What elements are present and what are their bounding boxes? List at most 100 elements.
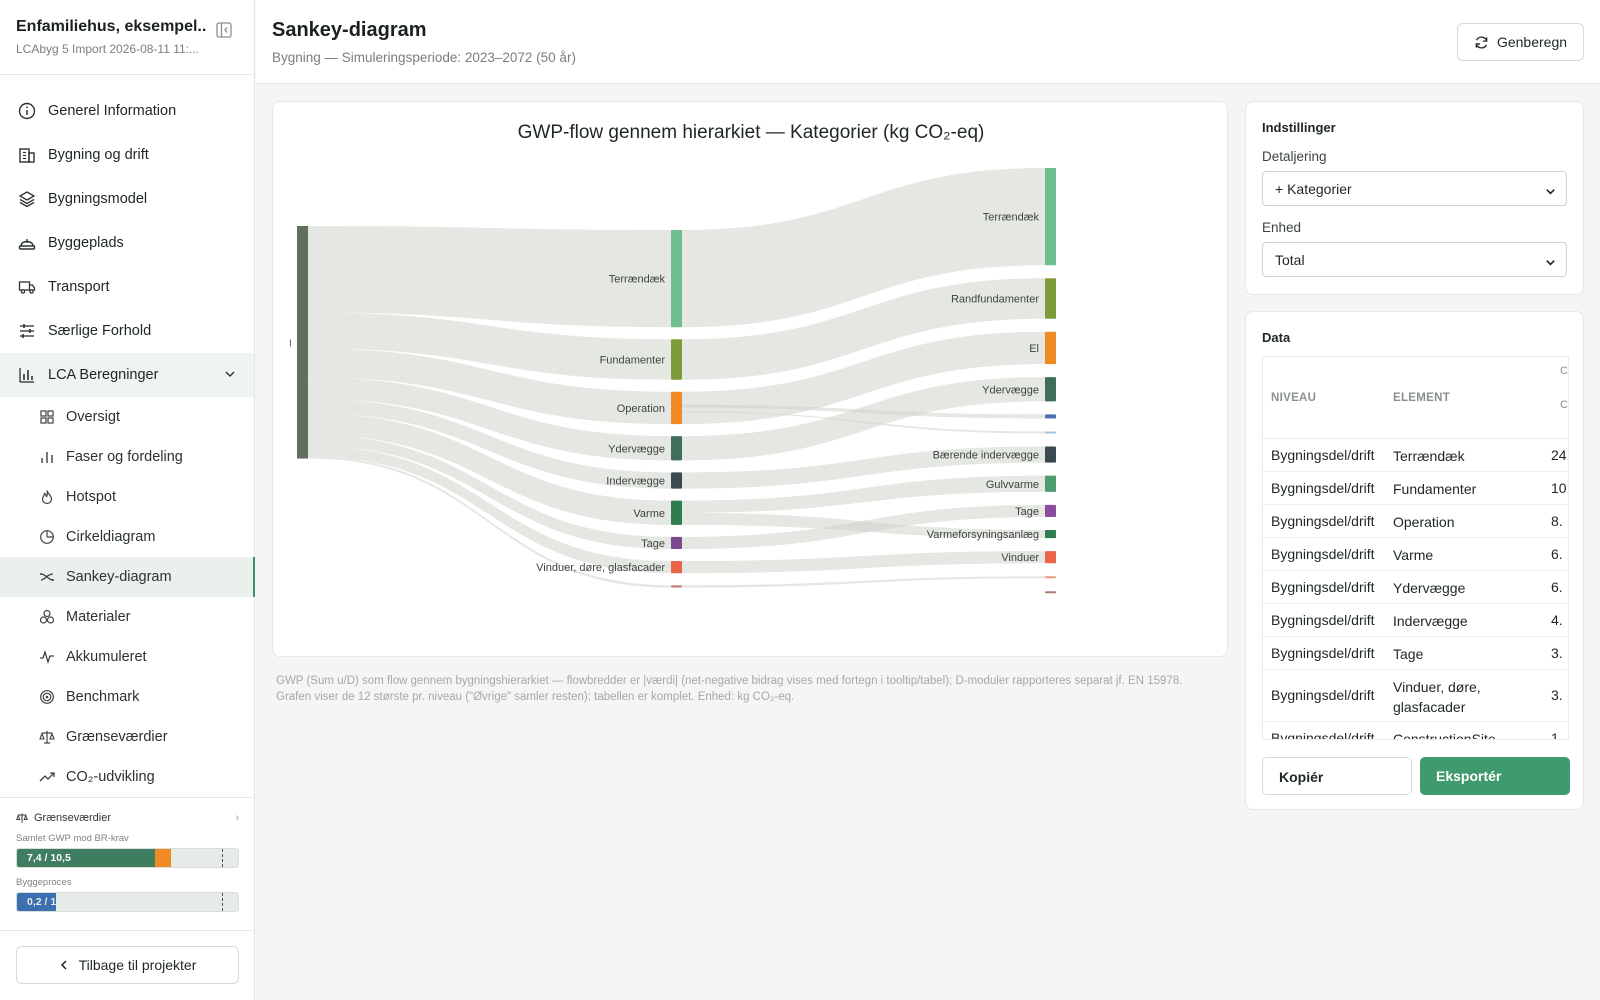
data-table[interactable]: NIVEAU ELEMENT C C Bygningsdel/drift Terr… [1262,356,1569,740]
cell-element: ConstructionSite [1393,731,1496,740]
table-row[interactable]: Bygningsdel/drift Ydervægge 6. [1263,571,1568,604]
limit-value: 0,2 / 1,5 [27,896,65,908]
sankey-node-label: Bærende indervægge [933,450,1039,462]
sankey-node-label: Terrændæk [609,274,666,286]
project-title: Enfamiliehus, eksempel... [16,18,206,35]
data-title: Data [1262,330,1291,345]
recalculate-button[interactable]: Genberegn [1457,23,1584,61]
sankey-node-label: Operation [617,403,665,415]
truck-icon [16,276,38,298]
unit-label: Enhed [1262,220,1302,235]
nav-label: Bygning og drift [48,147,149,163]
settings-title: Indstillinger [1262,120,1336,135]
cell-level: Bygningsdel/drift [1271,730,1375,740]
chevron-down-icon [224,368,236,384]
collapse-sidebar-icon[interactable] [216,22,232,38]
hardhat-icon [16,232,38,254]
column-header-niveau[interactable]: NIVEAU [1271,392,1317,404]
nav-item-bygning-og-drift[interactable]: Bygning og drift [0,133,254,177]
cell-value: 6. [1551,579,1563,595]
sub-item-oversigt[interactable]: Oversigt [0,397,254,437]
cell-element: Operation [1393,514,1455,530]
cell-element: Varme [1393,547,1434,563]
nav-label: Transport [48,279,110,295]
sankey-link [308,456,671,588]
limits-header[interactable]: Grænseværdier › [16,812,239,824]
cell-value: 4. [1551,612,1563,628]
detail-label: Detaljering [1262,149,1327,164]
sub-item-faser-og-fordeling[interactable]: Faser og fordeling [0,437,254,477]
sidebar: Enfamiliehus, eksempel... LCAbyg 5 Impor… [0,0,255,1000]
cell-level: Bygningsdel/drift [1271,447,1375,463]
grid-icon [38,408,56,426]
table-row[interactable]: Bygningsdel/drift Terrændæk 24. [1263,439,1568,472]
table-row[interactable]: Bygningsdel/drift Fundamenter 10. [1263,472,1568,505]
limit-bar-byggeproces: 0,2 / 1,5 [16,892,239,912]
table-row[interactable]: Bygningsdel/drift Indervægge 4. [1263,604,1568,637]
sliders-icon [16,320,38,342]
sankey-node [1045,504,1056,517]
copy-button[interactable]: Kopiér [1262,757,1412,795]
sankey-node-label: Indervægge [606,476,665,488]
sankey-node [671,391,682,425]
sankey-node-label: Fundamenter [600,354,666,366]
table-row[interactable]: Bygningsdel/drift Vinduer, døre, glasfaca… [1263,670,1568,722]
sankey-node-label: Ydervægge [982,384,1039,396]
column-header-element[interactable]: ELEMENT [1393,392,1451,404]
sankey-link [308,348,671,425]
sankey-link [682,168,1045,328]
table-row[interactable]: Bygningsdel/drift ConstructionSite 1. [1263,722,1568,740]
sankey-node [1045,168,1056,266]
sankey-link [682,551,1045,574]
sub-item-akkumuleret[interactable]: Akkumuleret [0,637,254,677]
chart-note: GWP (Sum u/D) som flow gennem bygningshi… [276,673,1226,705]
sankey-links [308,168,1045,588]
scale-icon [38,728,56,746]
sub-label: Hotspot [66,489,116,505]
cell-level: Bygningsdel/drift [1271,480,1375,496]
nav-label: Bygningsmodel [48,191,148,207]
limit-marker [222,893,223,911]
nav-item-transport[interactable]: Transport [0,265,254,309]
sankey-node-label: El [1029,343,1039,355]
main-nav: Generel Information Bygning og drift Byg… [0,75,255,797]
back-to-projects-button[interactable]: Tilbage til projekter [16,946,239,984]
column-header-cut: C [1560,365,1568,377]
sub-item-cirkeldiagram[interactable]: Cirkeldiagram [0,517,254,557]
page-title: Sankey-diagram [272,19,427,41]
table-row[interactable]: Bygningsdel/drift Operation 8. [1263,505,1568,538]
unit-select[interactable]: Total [1262,242,1567,277]
chart-title: GWP-flow gennem hierarkiet — Kategorier … [517,122,985,143]
limit-fill [17,849,155,867]
table-row[interactable]: Bygningsdel/drift Varme 6. [1263,538,1568,571]
limit-bar-gwp: 7,4 / 10,5 [16,848,239,868]
nav-item-bygningsmodel[interactable]: Bygningsmodel [0,177,254,221]
bars-icon [38,448,56,466]
sankey-node-root [297,226,308,459]
sub-item-sankey-diagram[interactable]: Sankey-diagram [0,557,255,597]
sankey-node [671,230,682,328]
chart-note-line: GWP (Sum u/D) som flow gennem bygningshi… [276,675,1183,687]
sub-label: Materialer [66,609,131,625]
cell-level: Bygningsdel/drift [1271,546,1375,562]
export-button[interactable]: Eksportér [1420,757,1570,795]
sankey-link [682,377,1045,461]
layers-icon [16,188,38,210]
sub-item-benchmark[interactable]: Benchmark [0,677,254,717]
table-row[interactable]: Bygningsdel/drift Tage 3. [1263,637,1568,670]
sub-item-hotspot[interactable]: Hotspot [0,477,254,517]
page-subtitle: Bygning — Simuleringsperiode: 2023–2072 … [272,50,576,65]
sub-item-co2-udvikling[interactable]: CO₂-udvikling [0,757,254,797]
nav-label: Byggeplads [48,235,124,251]
nav-label: Særlige Forhold [48,323,152,339]
nav-group-lca-beregninger[interactable]: LCA Beregninger [0,353,254,397]
sub-item-graensevaerdier[interactable]: Grænseværdier [0,717,254,757]
sankey-node [1045,576,1056,579]
nav-item-saerlige-forhold[interactable]: Særlige Forhold [0,309,254,353]
detail-select[interactable]: + Kategorier [1262,171,1567,206]
back-label: Tilbage til projekter [78,957,197,973]
nav-item-generel-information[interactable]: Generel Information [0,89,254,133]
cell-element: Tage [1393,646,1424,662]
sub-item-materialer[interactable]: Materialer [0,597,254,637]
nav-item-byggeplads[interactable]: Byggeplads [0,221,254,265]
